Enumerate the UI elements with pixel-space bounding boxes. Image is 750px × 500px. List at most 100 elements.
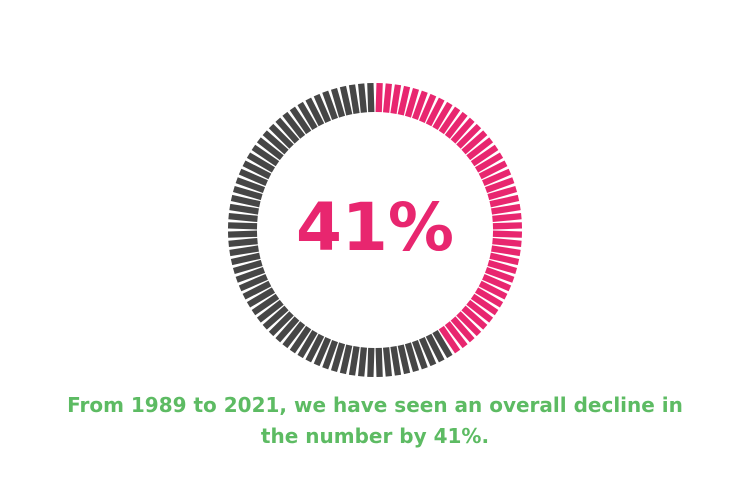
segment [466, 299, 494, 323]
segment [444, 321, 468, 349]
segment [367, 347, 375, 378]
segment [238, 273, 268, 292]
segment [470, 144, 499, 167]
segment [305, 333, 325, 363]
segment [232, 185, 263, 201]
segment [330, 342, 346, 373]
segment [489, 252, 520, 266]
segment [297, 101, 318, 131]
segment [474, 152, 504, 173]
segment [348, 84, 360, 114]
segment [268, 123, 294, 149]
segment [456, 311, 482, 337]
segment [230, 252, 261, 266]
segment [268, 311, 294, 337]
segment [418, 93, 437, 123]
segment [375, 82, 383, 113]
segment [246, 152, 276, 173]
segment [375, 347, 383, 378]
segment [492, 222, 523, 230]
segment [382, 83, 392, 113]
segment [227, 222, 258, 230]
segment [242, 280, 272, 300]
segment [474, 287, 504, 308]
segment [228, 237, 258, 247]
segment [289, 106, 312, 135]
segment [461, 130, 488, 155]
track-arc [227, 82, 453, 378]
segment [235, 177, 266, 193]
segment [412, 90, 428, 121]
center-label: 41% [296, 189, 454, 266]
segment [348, 346, 360, 376]
segment [492, 213, 522, 223]
segment [262, 130, 289, 155]
segment [425, 97, 445, 127]
filled-arc [375, 82, 523, 354]
segment [404, 87, 420, 118]
segment [491, 203, 521, 215]
segment [238, 168, 268, 187]
segment [390, 84, 402, 114]
segment [289, 325, 312, 354]
segment [450, 316, 475, 343]
segment [256, 299, 284, 323]
segment [444, 111, 468, 139]
segment [313, 93, 332, 123]
segment [358, 83, 368, 113]
segment [322, 339, 338, 370]
segment [492, 230, 523, 238]
segment [256, 137, 284, 161]
segment [367, 82, 375, 113]
segment [235, 267, 266, 283]
segment [390, 346, 402, 376]
segment [305, 97, 325, 127]
segment [275, 117, 300, 144]
segment [275, 316, 300, 343]
segment [487, 259, 518, 275]
segment [322, 90, 338, 121]
segment [227, 230, 258, 238]
segment [438, 106, 461, 135]
segment [404, 342, 420, 373]
segment [425, 333, 445, 363]
segment [358, 347, 368, 377]
segment [456, 123, 482, 149]
segment [491, 245, 521, 257]
segment [397, 344, 411, 375]
segment [450, 117, 475, 144]
segment [230, 194, 261, 208]
segment [262, 305, 289, 330]
segment [489, 194, 520, 208]
segment [232, 259, 263, 275]
ring [227, 82, 523, 378]
segment [484, 267, 515, 283]
segment [432, 101, 453, 131]
segment [282, 111, 306, 139]
segment [246, 287, 276, 308]
segment [229, 203, 259, 215]
segment [478, 160, 508, 180]
segment [313, 337, 332, 367]
caption: From 1989 to 2021, we have seen an overa… [67, 393, 683, 448]
segment [228, 213, 258, 223]
segment [242, 160, 272, 180]
segment [466, 137, 494, 161]
segment [330, 87, 346, 118]
segment [492, 237, 522, 247]
segment [438, 325, 461, 354]
segment [339, 85, 353, 116]
segment [484, 177, 515, 193]
segment [482, 168, 512, 187]
segment [470, 293, 499, 316]
segment [418, 337, 437, 367]
segment [397, 85, 411, 116]
segment [297, 329, 318, 359]
segment [251, 144, 280, 167]
segment [339, 344, 353, 375]
segment [412, 339, 428, 370]
segment [229, 245, 259, 257]
segment [282, 321, 306, 349]
